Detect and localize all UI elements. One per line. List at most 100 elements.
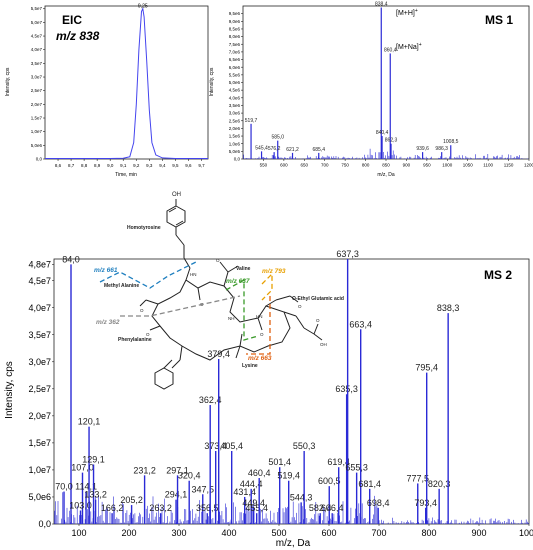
ms2-peak-label: 103,0 bbox=[69, 500, 92, 510]
ms2-xtick-label: 300 bbox=[171, 528, 186, 538]
ms1-peak-label: 576,2 bbox=[268, 146, 281, 152]
ms1-xtick-label: 550 bbox=[260, 163, 268, 168]
eic-trace bbox=[45, 7, 208, 159]
ms2-xtick-label: 700 bbox=[371, 528, 386, 538]
ms2-peak-label: 698,4 bbox=[367, 498, 390, 508]
ms1-peak-label: 860,4 bbox=[384, 47, 397, 53]
atom-hn-2: HN bbox=[256, 314, 263, 319]
label-methyl-alanine: Methyl Alanine bbox=[104, 283, 139, 289]
fragment-labels: m/z 661 m/z 637 m/z 793 m/z 362 m/z 663 bbox=[94, 267, 286, 362]
ms1-ytick-label: 5,5e6 bbox=[229, 72, 241, 77]
ms1-ytick-label: 2,5e6 bbox=[229, 118, 241, 123]
ms1-xtick-label: 1000 bbox=[442, 163, 453, 168]
eic-ytick-label: 2,0e7 bbox=[31, 102, 43, 107]
eic-ytick-label: 4,0e7 bbox=[31, 47, 43, 52]
eic-xtick-label: 9,4 bbox=[159, 163, 166, 168]
eic-ytick-label: 1,0e7 bbox=[31, 129, 43, 134]
ms1-xtick-label: 1050 bbox=[463, 163, 474, 168]
atom-o-2: O bbox=[216, 258, 220, 263]
eic-xtick-label: 8,9 bbox=[94, 163, 101, 168]
atom-o-6: O bbox=[146, 332, 150, 337]
homotyrosine-ring bbox=[166, 199, 191, 269]
ms2-peak-label: 70,0 bbox=[55, 482, 73, 492]
ms2-xtick-label: 800 bbox=[421, 528, 436, 538]
atom-o-3: O bbox=[260, 332, 264, 337]
ms1-xtick-label: 1150 bbox=[504, 163, 514, 168]
ms2-peak-label: 166,2 bbox=[101, 503, 124, 513]
fragment-label-661: m/z 661 bbox=[94, 267, 118, 274]
ms1-peak-label: 939,6 bbox=[416, 146, 429, 152]
ms2-ytick-label: 4,0e7 bbox=[28, 303, 51, 313]
ms1-panel: MS 1 Intensity, cps m/z, Da 0,0 5,0e5 1,0e… bbox=[209, 2, 533, 178]
ms2-peak-label: 460,4 bbox=[248, 468, 271, 478]
ms1-peak-label: 685,4 bbox=[312, 147, 325, 153]
ms2-plot-frame bbox=[53, 258, 530, 525]
ms1-ytick-label: 7,5e6 bbox=[229, 42, 241, 47]
eic-subtitle: m/z 838 bbox=[56, 29, 100, 43]
eic-xtick-label: 8,7 bbox=[68, 163, 75, 168]
ms2-peak-label: 635,3 bbox=[335, 384, 358, 394]
eic-plot-frame bbox=[44, 5, 209, 160]
fragment-line-661 bbox=[99, 261, 197, 289]
ms1-xtick-label: 1100 bbox=[483, 163, 493, 168]
eic-ytick-label: 0,0 bbox=[36, 157, 43, 162]
ms2-peak-label: 655,3 bbox=[345, 463, 368, 473]
ms2-peak-label: 362,4 bbox=[199, 395, 222, 405]
eic-ytick-label: 5,5e7 bbox=[31, 6, 43, 11]
atom-oh-top: OH bbox=[172, 192, 181, 198]
ms2-peak-label: 297,1 bbox=[166, 465, 189, 475]
label-lysine: Lysine bbox=[242, 363, 258, 369]
ms1-ytick-label: 8,0e6 bbox=[229, 34, 241, 39]
eic-ytick-label: 3,0e7 bbox=[31, 75, 43, 80]
ms1-xtick-label: 900 bbox=[403, 163, 411, 168]
ms1-ytick-label: 4,0e6 bbox=[229, 95, 241, 100]
ms2-panel: MS 2 Intensity, cps m/z, Da 0,0 5,0e6 1,0e… bbox=[4, 249, 533, 549]
ms2-ytick-label: 1,0e7 bbox=[28, 465, 51, 475]
ms2-peak-label: 820,3 bbox=[428, 479, 451, 489]
ms2-ytick-label: 5,0e6 bbox=[28, 492, 51, 502]
ms2-peak-label: 107,0 bbox=[71, 463, 94, 473]
ms1-ytick-label: 6,0e6 bbox=[229, 65, 241, 70]
atom-hn-1: HN bbox=[190, 272, 197, 277]
ms2-xtick-label: 1000 bbox=[519, 528, 533, 538]
ms2-peak-label: 793,4 bbox=[414, 498, 437, 508]
ms1-peak-label: 585,0 bbox=[271, 135, 284, 141]
structure-labels: OH Homotyrosine Valine Methyl Alanine O-… bbox=[104, 192, 344, 369]
atom-nh: NH bbox=[228, 316, 235, 321]
ms1-ytick-label: 8,5e6 bbox=[229, 27, 241, 32]
eic-title: EIC bbox=[62, 13, 82, 27]
ms1-xtick-label: 800 bbox=[362, 163, 370, 168]
ms2-ytick-label: 3,0e7 bbox=[28, 357, 51, 367]
ms2-xtick-label: 900 bbox=[471, 528, 486, 538]
eic-ytick-label: 5,0e6 bbox=[31, 143, 43, 148]
fragment-label-362: m/z 362 bbox=[96, 319, 120, 326]
fragment-label-637: m/z 637 bbox=[226, 278, 250, 285]
ms2-peak-label: 444,4 bbox=[240, 479, 263, 489]
ms2-peak-label: 550,3 bbox=[293, 441, 316, 451]
fragment-annotations bbox=[99, 261, 273, 355]
ms2-ylabel: Intensity, cps bbox=[4, 361, 15, 419]
ms1-xtick-label: 650 bbox=[301, 163, 309, 168]
ms1-peak-label: 838,4 bbox=[375, 2, 388, 8]
ms1-annotation-mna: [M+Na]+ bbox=[396, 42, 422, 51]
ms1-ytick-label: 9,0e6 bbox=[229, 19, 241, 24]
ms1-ytick-label: 3,0e6 bbox=[229, 111, 241, 116]
ms1-peak-label: 840,4 bbox=[376, 130, 389, 136]
ms1-ytick-label: 0,0 bbox=[234, 157, 241, 162]
ms1-xtick-label: 850 bbox=[382, 163, 390, 168]
ms2-peak-label: 663,4 bbox=[349, 319, 372, 329]
fragment-label-793: m/z 793 bbox=[262, 268, 286, 275]
eic-peak-label: 9,25 bbox=[138, 4, 148, 10]
ms2-peak-label: 320,4 bbox=[178, 471, 201, 481]
ms1-peak-label: 1008,5 bbox=[443, 139, 459, 145]
label-o-ethyl: O-Ethyl Glutamic acid bbox=[292, 296, 344, 302]
ms1-peak-label: 519,7 bbox=[245, 118, 258, 124]
fragment-line-663 bbox=[246, 296, 271, 355]
ms1-ytick-label: 1,0e6 bbox=[229, 141, 241, 146]
ms2-peak-label: 347,5 bbox=[191, 484, 214, 494]
ms2-ytick-label: 2,0e7 bbox=[28, 411, 51, 421]
ms2-xtick-label: 400 bbox=[221, 528, 236, 538]
ms1-ytick-label: 2,0e6 bbox=[229, 126, 241, 131]
ms2-peak-label: 133,2 bbox=[84, 490, 107, 500]
ms1-ytick-label: 7,0e6 bbox=[229, 49, 241, 54]
